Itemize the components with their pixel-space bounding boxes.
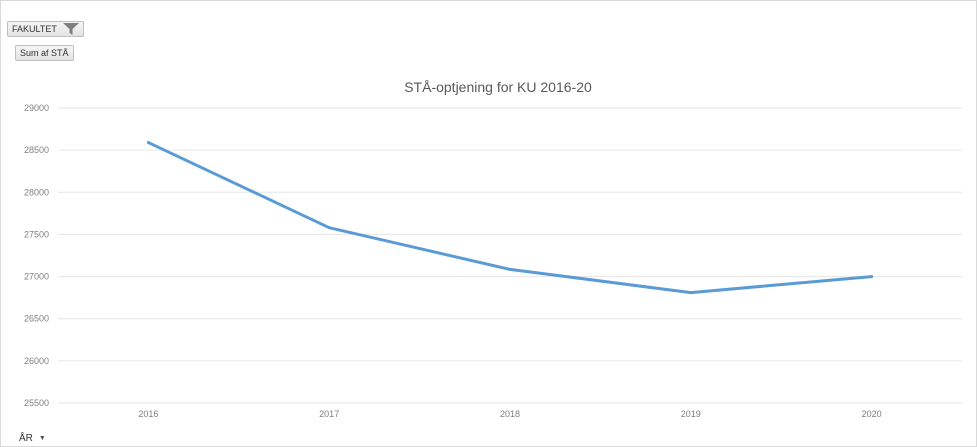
data-point (327, 226, 331, 230)
sum-value-field-button[interactable]: Sum af STÅ (15, 45, 74, 61)
x-tick-label: 2019 (681, 409, 701, 419)
y-tick-label: 27500 (24, 229, 49, 239)
data-point (689, 291, 693, 295)
chart-title: STÅ-optjening for KU 2016-20 (404, 79, 592, 95)
x-tick-label: 2018 (500, 409, 520, 419)
y-tick-label: 26000 (24, 356, 49, 366)
sum-value-field-label: Sum af STÅ (20, 48, 69, 58)
fakultet-filter-label: FAKULTET (12, 24, 57, 34)
y-tick-label: 28000 (24, 187, 49, 197)
series-lines (146, 141, 874, 295)
x-tick-label: 2016 (138, 409, 158, 419)
data-point (146, 141, 150, 145)
y-tick-label: 25500 (24, 398, 49, 408)
y-axis-labels: 25500 26000 26500 27000 27500 28000 28500 29000 (24, 103, 49, 408)
y-tick-label: 27000 (24, 272, 49, 282)
ar-axis-field-label: ÅR (19, 432, 33, 444)
chevron-down-icon: ▼ (38, 434, 46, 442)
x-axis-labels: 2016 2017 2018 2019 2020 (138, 409, 881, 419)
fakultet-filter-button[interactable]: FAKULTET (7, 21, 84, 37)
ar-axis-field-button[interactable]: ÅR ▼ (15, 430, 50, 446)
y-tick-label: 29000 (24, 103, 49, 113)
filter-icon (62, 23, 79, 35)
gridlines (58, 107, 962, 404)
x-tick-label: 2020 (862, 409, 882, 419)
y-tick-label: 28500 (24, 145, 49, 155)
data-point (508, 267, 512, 271)
data-point (870, 275, 874, 279)
y-tick-label: 26500 (24, 314, 49, 324)
x-tick-label: 2017 (319, 409, 339, 419)
